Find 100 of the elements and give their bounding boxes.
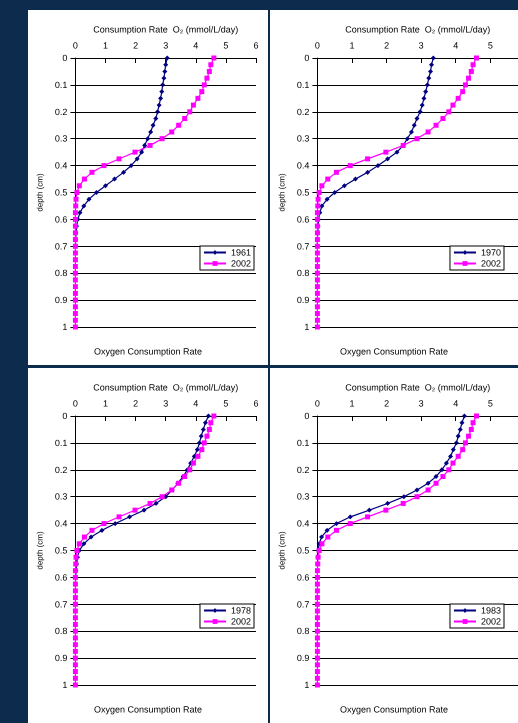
point xyxy=(72,210,78,216)
y-tick-label: 1 xyxy=(62,322,68,332)
point xyxy=(89,528,94,533)
legend-label: 1978 xyxy=(230,606,252,616)
point xyxy=(76,541,82,546)
point xyxy=(187,109,192,114)
point xyxy=(414,487,420,492)
point xyxy=(199,89,204,94)
point xyxy=(375,163,380,168)
point xyxy=(194,447,200,452)
x-tick-label: 5 xyxy=(488,40,493,50)
legend-label: 2002 xyxy=(480,616,502,626)
legend-label: 2002 xyxy=(230,616,252,626)
y-tick-label: 0.7 xyxy=(54,241,68,252)
x-tick-label: 2 xyxy=(384,40,390,50)
point xyxy=(456,454,461,459)
point xyxy=(314,270,320,276)
y-tick-label: 0.1 xyxy=(54,80,68,90)
point xyxy=(316,196,321,202)
point xyxy=(134,156,140,162)
x-axis-title: Consumption Rate O₂ (mmol/L/day) xyxy=(345,382,490,392)
point xyxy=(450,447,456,452)
point xyxy=(420,102,425,108)
point xyxy=(448,454,454,459)
point xyxy=(412,122,417,128)
point xyxy=(112,521,118,526)
point xyxy=(72,656,78,661)
y-tick-label: 0.2 xyxy=(296,464,310,475)
point xyxy=(121,170,126,175)
point xyxy=(314,582,320,587)
point xyxy=(72,311,78,316)
point xyxy=(77,210,82,216)
point xyxy=(460,89,466,94)
point xyxy=(429,62,434,68)
point xyxy=(76,183,82,188)
text: Oxygen Consumption Rate xyxy=(340,346,448,356)
point xyxy=(72,622,78,627)
y-axis-title: depth (cm) xyxy=(278,531,286,570)
point xyxy=(434,474,439,480)
point xyxy=(88,534,94,540)
point xyxy=(444,460,449,466)
legend-label: 1970 xyxy=(480,248,502,258)
y-tick-label: 0 xyxy=(62,411,68,421)
point xyxy=(163,62,168,68)
point xyxy=(385,156,390,162)
point xyxy=(314,257,320,262)
point xyxy=(314,210,320,216)
x-tick-label: 4 xyxy=(453,398,458,408)
y-tick-label: 0.1 xyxy=(54,438,68,448)
point xyxy=(72,602,78,607)
point xyxy=(474,414,479,418)
y-tick-label: 0 xyxy=(304,411,310,421)
point xyxy=(73,203,78,208)
point xyxy=(204,76,210,81)
point xyxy=(72,662,78,668)
point xyxy=(439,467,444,472)
point xyxy=(450,460,456,466)
point xyxy=(462,414,467,418)
point xyxy=(459,420,464,426)
y-axis-title: depth (cm) xyxy=(278,173,286,212)
x-tick-label: 3 xyxy=(418,398,424,408)
y-tick-label: 0.5 xyxy=(54,546,68,556)
point xyxy=(456,96,461,101)
y-tick-label: 0.2 xyxy=(54,464,68,475)
point xyxy=(314,635,320,640)
point xyxy=(314,662,320,668)
x-tick-label: 1 xyxy=(349,40,355,50)
point xyxy=(324,528,330,533)
point xyxy=(466,434,472,439)
point xyxy=(198,434,204,439)
text: Oxygen Consumption Rate xyxy=(94,704,202,714)
y-tick-label: 0.3 xyxy=(54,492,68,502)
point xyxy=(72,588,78,594)
point xyxy=(314,568,320,574)
x-tick-label: 0 xyxy=(72,398,78,408)
point xyxy=(102,163,107,168)
y-tick-label: 0.3 xyxy=(296,492,310,502)
point xyxy=(202,440,207,446)
y-tick-label: 0.4 xyxy=(54,518,68,529)
point xyxy=(314,588,320,594)
x-tick-label: 0 xyxy=(314,398,320,408)
point xyxy=(158,96,164,101)
point xyxy=(319,541,324,546)
point xyxy=(72,270,78,276)
x-tick-label: 6 xyxy=(253,398,259,408)
point xyxy=(142,508,147,513)
point xyxy=(182,116,188,122)
point xyxy=(324,196,330,202)
point xyxy=(314,574,320,580)
point xyxy=(176,122,182,128)
point xyxy=(404,136,410,142)
point xyxy=(99,528,104,533)
point xyxy=(127,514,132,520)
point xyxy=(199,447,204,452)
y-axis-title: depth (cm) xyxy=(36,173,44,212)
point xyxy=(314,298,320,303)
point xyxy=(72,324,78,330)
point xyxy=(160,136,165,142)
point xyxy=(428,68,433,74)
point xyxy=(159,89,164,94)
